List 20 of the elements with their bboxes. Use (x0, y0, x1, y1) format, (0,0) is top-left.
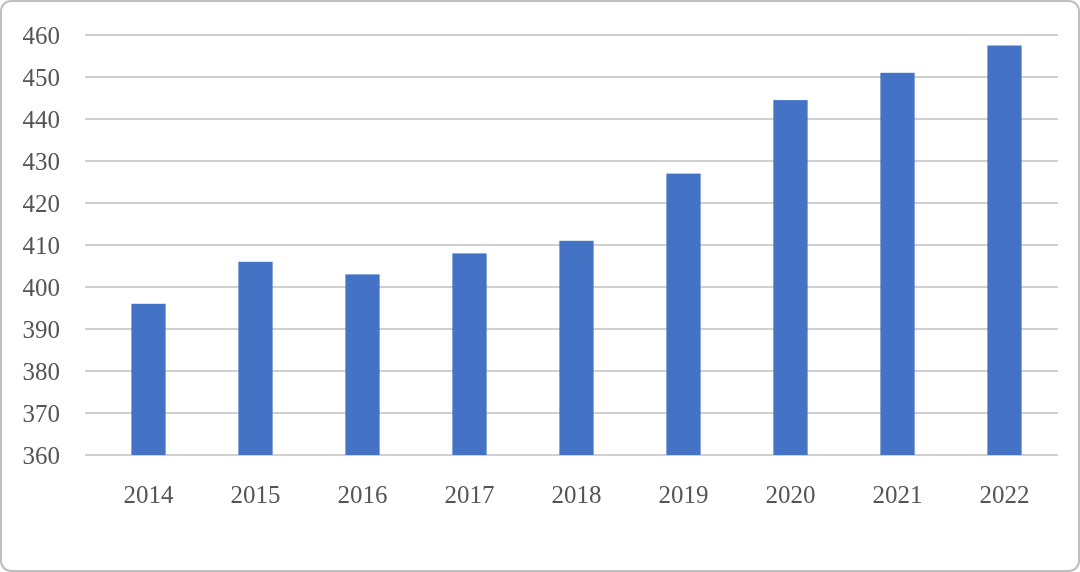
x-tick-label: 2017 (444, 481, 495, 508)
x-tick-label: 2014 (123, 481, 174, 508)
y-tick-label: 390 (22, 315, 60, 343)
y-tick-label: 460 (22, 21, 60, 49)
y-tick-label: 380 (22, 357, 60, 385)
y-tick-label: 430 (22, 147, 60, 175)
y-tick-label: 400 (22, 273, 60, 301)
x-tick-label: 2021 (872, 481, 923, 508)
y-tick-label: 410 (22, 231, 60, 259)
y-tick-label: 440 (22, 105, 60, 133)
x-tick-label: 2020 (765, 481, 816, 508)
x-tick-label: 2015 (230, 481, 281, 508)
y-tick-label: 420 (22, 189, 60, 217)
y-tick-label: 360 (22, 441, 60, 469)
x-tick-label: 2022 (979, 481, 1030, 508)
x-tick-label: 2018 (551, 481, 602, 508)
y-tick-label: 450 (22, 63, 60, 91)
y-tick-label: 370 (22, 399, 60, 427)
x-tick-label: 2016 (337, 481, 388, 508)
x-tick-label: 2019 (658, 481, 709, 508)
